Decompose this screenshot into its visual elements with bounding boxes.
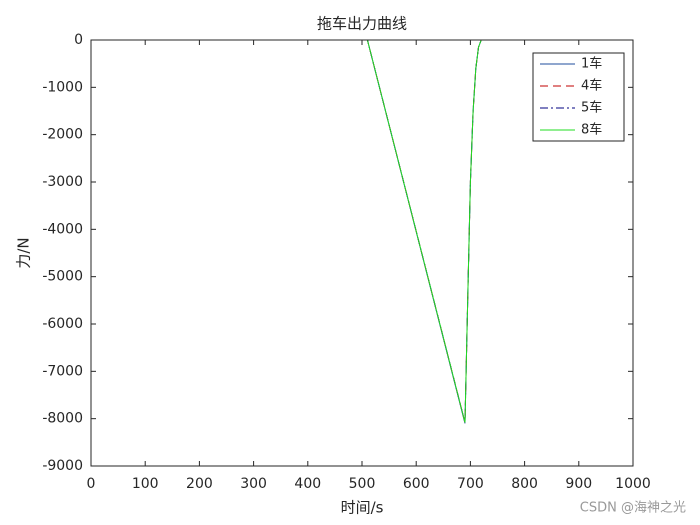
x-tick-label: 300	[240, 476, 267, 492]
y-tick-label: -1000	[42, 79, 83, 95]
x-tick-label: 800	[511, 476, 538, 492]
legend-box	[532, 52, 625, 142]
y-axis-label: 力/N	[15, 237, 33, 268]
legend-label: 8车	[581, 122, 602, 138]
y-tick-label: -5000	[42, 269, 83, 285]
x-tick-label: 900	[565, 476, 592, 492]
x-tick-label: 700	[457, 476, 484, 492]
x-axis-label: 时间/s	[341, 499, 384, 517]
x-tick-label: 600	[403, 476, 430, 492]
x-tick-label: 0	[87, 476, 96, 492]
y-tick-label: -9000	[42, 458, 83, 474]
y-tick-label: -8000	[42, 411, 83, 427]
legend-label: 5车	[581, 100, 602, 116]
watermark: CSDN @海神之光	[580, 501, 686, 516]
y-tick-label: -4000	[42, 221, 83, 237]
y-tick-label: 0	[74, 32, 83, 48]
legend-label: 4车	[581, 78, 602, 94]
x-tick-label: 200	[186, 476, 213, 492]
x-tick-label: 1000	[615, 476, 651, 492]
x-tick-label: 100	[132, 476, 159, 492]
x-tick-label: 400	[294, 476, 321, 492]
y-tick-label: -2000	[42, 127, 83, 143]
y-tick-label: -7000	[42, 363, 83, 379]
y-tick-label: -3000	[42, 174, 83, 190]
legend-label: 1车	[581, 56, 602, 72]
legend: 1车 4车 5车 8车	[532, 52, 625, 142]
chart-title: 拖车出力曲线	[317, 15, 407, 33]
x-tick-label: 500	[349, 476, 376, 492]
y-tick-label: -6000	[42, 316, 83, 332]
